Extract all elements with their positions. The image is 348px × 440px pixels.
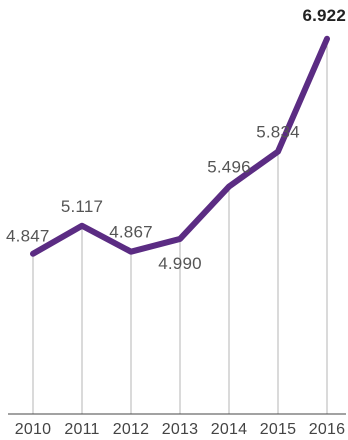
x-tick-label-2012: 2012 (113, 421, 149, 438)
x-tick-label-2014: 2014 (211, 421, 247, 438)
data-label-2011: 5.117 (61, 197, 103, 216)
data-label-2013: 4.990 (158, 254, 202, 273)
x-axis-ticks: 2010 2011 2012 2013 2014 2015 2016 (15, 421, 345, 438)
series-line (30, 35, 330, 257)
x-tick-label-2016: 2016 (309, 421, 345, 438)
data-label-2016: 6.922 (302, 6, 346, 25)
x-tick-label-2011: 2011 (64, 421, 99, 438)
data-label-2015: 5.834 (256, 123, 300, 142)
data-label-2014: 5.496 (207, 158, 251, 177)
x-tick-label-2010: 2010 (15, 421, 51, 438)
x-tick-label-2013: 2013 (162, 421, 198, 438)
x-tick-label-2015: 2015 (260, 421, 296, 438)
gridlines (32, 38, 328, 414)
data-label-2012: 4.867 (109, 223, 153, 242)
data-labels: 4.847 5.117 4.867 4.990 5.496 5.834 6.922 (6, 6, 346, 273)
data-label-2010: 4.847 (6, 227, 50, 246)
